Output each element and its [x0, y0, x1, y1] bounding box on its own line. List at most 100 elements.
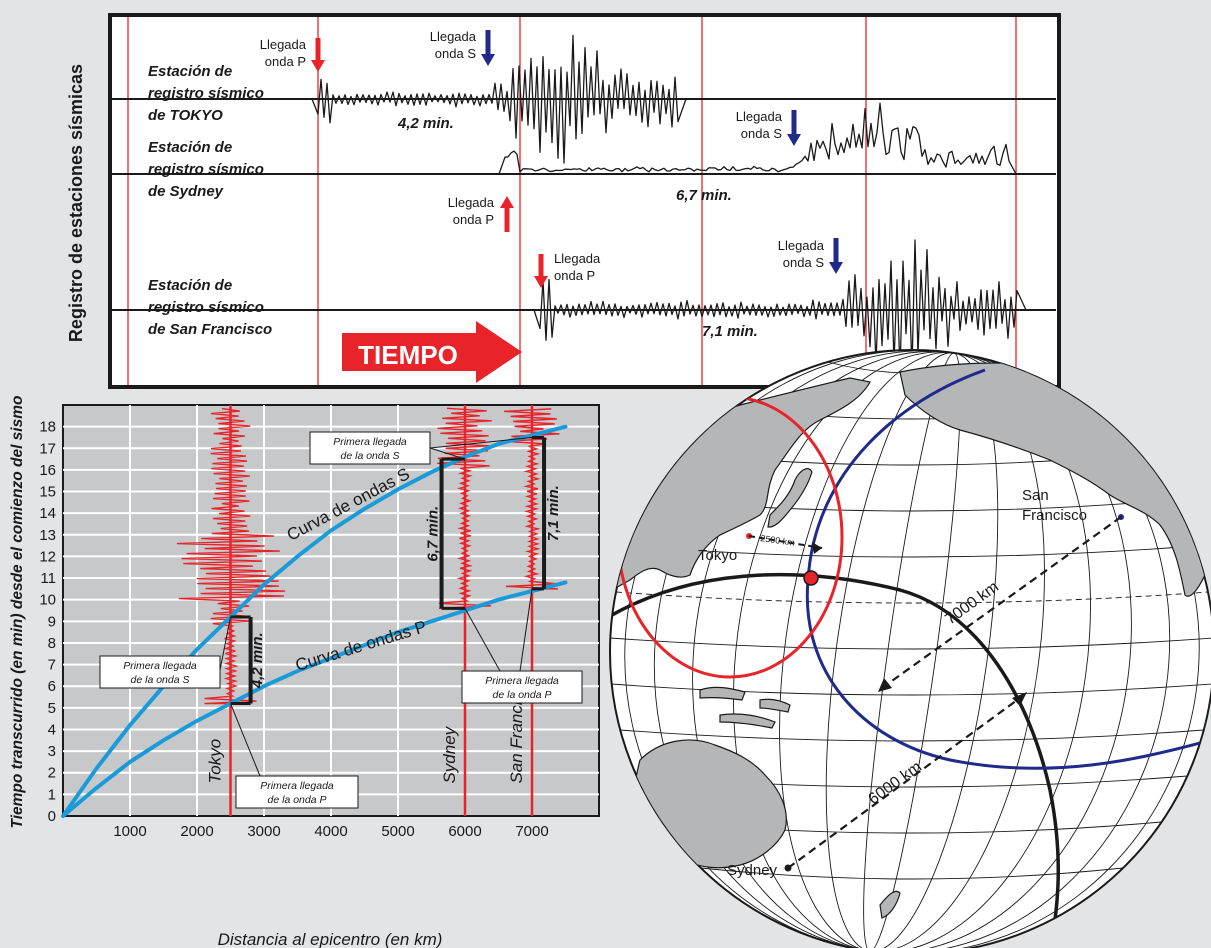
seismogram-trace: [311, 34, 687, 164]
japan-landmass: [767, 468, 813, 528]
arrival-arrowhead: [481, 54, 495, 66]
arrival-arrowhead: [534, 276, 548, 288]
tokyo-distance-label: 2500 km: [760, 533, 796, 548]
chart-x-tick-label: 4000: [314, 823, 347, 840]
san-francisco-city-label: Francisco: [1022, 507, 1087, 524]
annotation-box: [461, 670, 583, 704]
chart-y-axis-label: Tiempo transcurrido (en min) desde el co…: [9, 396, 26, 829]
annotation-leader: [464, 608, 501, 672]
epicenter-marker: [803, 570, 819, 586]
arrival-arrowhead: [500, 196, 514, 208]
p-arrival-label: Llegada: [260, 37, 307, 52]
chart-interval-label: 7,1 min.: [545, 485, 562, 541]
seismogram-interval: 7,1 min.: [702, 323, 758, 340]
s-arrival-label: Llegada: [778, 238, 825, 253]
san-francisco-distance-circle: [805, 368, 1211, 770]
globe-parallel: [629, 545, 1195, 558]
time-arrow: TIEMPO: [342, 321, 522, 383]
annotation-text: Primera llegada: [123, 660, 197, 672]
chart-interval-label: 6,7 min.: [425, 506, 442, 562]
annotation-text: de la onda S: [131, 674, 190, 686]
chart-station-wave: [504, 408, 560, 590]
seismogram-interval: 4,2 min.: [397, 115, 454, 132]
chart-series-line: [61, 580, 568, 818]
chart-y-tick-label: 4: [48, 721, 56, 738]
station-name-line: Estación de: [148, 139, 232, 156]
annotation-text: Primera llegada: [260, 780, 334, 792]
chart-y-tick-label: 6: [48, 678, 56, 695]
sydney-distance-circle: [610, 572, 1061, 948]
s-arrival-label: Llegada: [736, 109, 783, 124]
station-name-line: registro sísmico: [148, 85, 264, 102]
sydney-distance-line: [787, 694, 1025, 869]
chart-y-tick-label: 16: [39, 462, 56, 479]
globe-parallel: [610, 637, 1211, 650]
chart-x-tick-label: 3000: [247, 823, 280, 840]
chart-y-tick-label: 7: [48, 657, 56, 674]
chart-station-wave: [437, 407, 492, 610]
station-name-line: registro sísmico: [148, 161, 264, 178]
chart-y-tick-label: 13: [39, 527, 56, 544]
annotation-box: [99, 655, 221, 689]
chart-x-tick-label: 1000: [113, 823, 146, 840]
chart-y-tick-label: 12: [39, 548, 56, 565]
chart-x-tick-label: 5000: [381, 823, 414, 840]
tokyo-city-label: Tokyo: [698, 547, 737, 564]
chart-station-label: Tokyo: [206, 739, 225, 784]
p-arrival-label: Llegada: [448, 195, 495, 210]
annotation-text: de la onda P: [268, 794, 327, 806]
chart-x-tick-label: 6000: [448, 823, 481, 840]
arrival-arrowhead: [829, 262, 843, 274]
chart-y-tick-label: 15: [39, 484, 56, 501]
p-arrival-label: onda P: [554, 268, 595, 283]
annotation-leader: [230, 703, 261, 777]
annotation-text: Primera llegada: [485, 675, 559, 687]
annotation-box: [235, 775, 359, 809]
globe-parallel: [611, 683, 1211, 696]
station-name-line: Estación de: [148, 63, 232, 80]
chart-y-tick-label: 1: [48, 786, 56, 803]
san-francisco-distance-line: [881, 516, 1122, 689]
seismogram-interval: 6,7 min.: [676, 187, 732, 204]
globe-parallel: [620, 729, 1204, 742]
annotation-text: Primera llegada: [333, 436, 407, 448]
chart-y-tick-label: 14: [39, 505, 56, 522]
travel-time-chart: Tokyo Sydney San Francisco Curva de ondas …: [9, 396, 600, 948]
chart-y-tick-label: 10: [39, 592, 56, 609]
annotation-leader: [429, 447, 466, 460]
arrival-arrowhead: [311, 60, 325, 72]
chart-station-label: Sydney: [440, 725, 459, 783]
s-arrival-label: onda S: [435, 46, 477, 61]
globe-parallel: [700, 867, 1124, 880]
san-francisco-city-label: San: [1022, 487, 1049, 504]
p-arrival-label: onda P: [265, 54, 306, 69]
chart-interval-label: 4,2 min.: [249, 632, 266, 689]
chart-y-tick-label: 3: [48, 743, 56, 760]
chart-y-tick-label: 5: [48, 700, 56, 717]
s-arrival-label: onda S: [741, 126, 783, 141]
chart-y-tick-label: 2: [48, 765, 56, 782]
chart-y-tick-label: 17: [39, 440, 56, 457]
annotation-leader: [219, 616, 231, 671]
station-name-line: Estación de: [148, 277, 232, 294]
chart-x-axis-label: Distancia al epicentro (en km): [218, 930, 443, 948]
san-francisco-distance-arrowhead: [878, 678, 892, 692]
time-arrow-label: TIEMPO: [358, 340, 458, 370]
station-name-line: de Sydney: [148, 183, 224, 200]
chart-y-tick-label: 9: [48, 613, 56, 630]
chart-x-tick-label: 7000: [515, 823, 548, 840]
tokyo-distance-arrowhead: [812, 542, 822, 554]
chart-y-tick-label: 11: [40, 570, 56, 587]
p-arrival-label: onda P: [453, 212, 494, 227]
sydney-city-label: Sydney: [727, 862, 778, 879]
chart-x-tick-label: 2000: [180, 823, 213, 840]
chart-station-wave: [176, 407, 286, 705]
chart-series-line: [61, 424, 568, 818]
chart-y-tick-label: 8: [48, 635, 56, 652]
indonesia-islands: [699, 686, 791, 729]
s-arrival-label: Llegada: [430, 29, 477, 44]
new-zealand-landmass: [879, 890, 901, 919]
annotation-box: [309, 431, 431, 465]
annotation-text: de la onda P: [493, 689, 552, 701]
